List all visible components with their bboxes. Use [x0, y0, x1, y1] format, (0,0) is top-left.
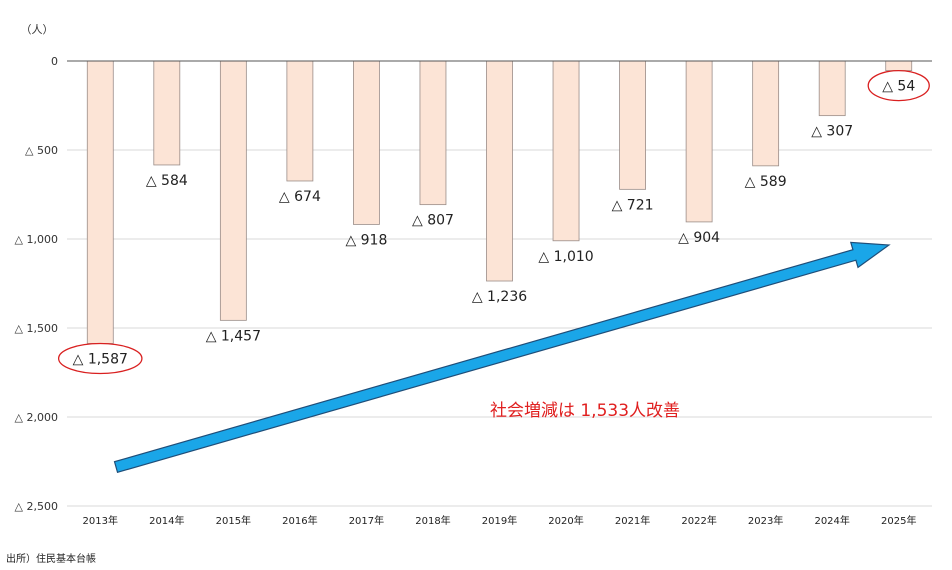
x-tick-label: 2019年 [482, 514, 517, 527]
data-label: △ 807 [412, 213, 454, 229]
bar [86, 60, 114, 344]
data-label: △ 1,457 [206, 328, 261, 344]
y-axis-unit-label: （人） [21, 23, 54, 36]
bar [685, 60, 713, 223]
data-label: △ 54 [882, 79, 915, 95]
y-tick-label: △ 2,500 [15, 500, 58, 513]
bar [219, 60, 247, 321]
x-tick-label: 2024年 [814, 514, 849, 527]
data-label: △ 904 [678, 230, 720, 246]
grid-lines [67, 149, 932, 507]
data-label: △ 721 [612, 197, 654, 213]
y-tick-label: △ 1,500 [15, 322, 58, 335]
bars [86, 60, 913, 344]
bar [486, 60, 513, 282]
y-tick-label: △ 500 [25, 144, 58, 157]
trend-arrow-icon [113, 241, 891, 474]
bar [419, 60, 447, 206]
bar [818, 60, 846, 117]
improvement-annotation: 社会増減は 1,533人改善 [490, 401, 680, 421]
y-tick-labels: 0 △ 500 △ 1,000 △ 1,500 △ 2,000 △ 2,500 [15, 55, 58, 513]
bar [885, 60, 913, 72]
x-tick-label: 2023年 [748, 514, 783, 527]
x-tick-label: 2015年 [216, 514, 251, 527]
data-label: △ 1,236 [472, 289, 527, 305]
y-tick-label: 0 [51, 55, 58, 68]
data-label: △ 918 [345, 232, 387, 248]
data-labels: △ 1,587 △ 584 △ 1,457 △ 674 △ 918 △ 807 △ 1,23… [73, 79, 916, 368]
x-tick-label: 2020年 [548, 514, 583, 527]
x-tick-labels: 2013年 2014年 2015年 2016年 2017年 2018年 2019年 2020年… [83, 514, 917, 527]
bar [286, 60, 314, 182]
x-tick-label: 2013年 [83, 514, 118, 527]
highlight-circles [57, 69, 930, 375]
data-label: △ 589 [745, 174, 787, 190]
highlight-circle [867, 69, 930, 102]
data-label: △ 674 [279, 189, 321, 205]
data-label: △ 1,010 [538, 249, 593, 265]
x-tick-label: 2022年 [681, 514, 716, 527]
x-tick-label: 2025年 [881, 514, 916, 527]
y-tick-label: △ 2,000 [15, 411, 58, 424]
source-note: 出所）住民基本台帳 [6, 552, 96, 565]
y-tick-label: △ 1,000 [15, 233, 58, 246]
bar [353, 60, 380, 225]
bar [552, 60, 580, 242]
bar [153, 60, 181, 166]
x-tick-label: 2014年 [149, 514, 184, 527]
data-label: △ 584 [146, 173, 188, 189]
x-tick-label: 2017年 [349, 514, 384, 527]
x-tick-label: 2018年 [415, 514, 450, 527]
bar [752, 60, 780, 167]
data-label: △ 307 [811, 124, 853, 140]
x-tick-label: 2016年 [282, 514, 317, 527]
x-tick-label: 2021年 [615, 514, 650, 527]
bar [619, 60, 646, 190]
highlight-circle [57, 342, 143, 375]
data-label: △ 1,587 [73, 351, 128, 367]
